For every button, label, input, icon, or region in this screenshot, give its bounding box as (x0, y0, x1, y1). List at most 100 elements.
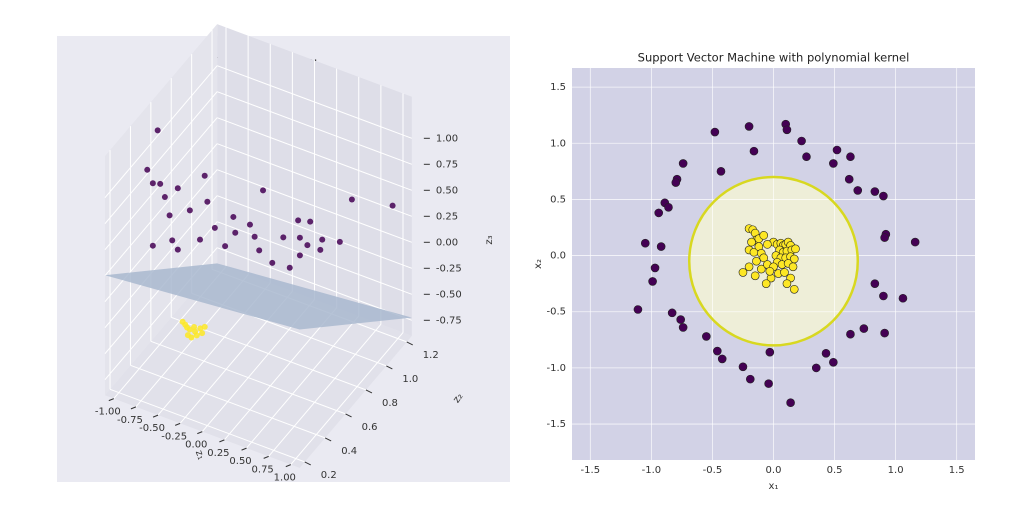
point (759, 253, 769, 263)
x-tick-label: 0.00 (185, 440, 207, 451)
decision-boundary (687, 175, 860, 347)
point-3d (188, 334, 195, 341)
point (788, 262, 798, 272)
point (880, 233, 889, 242)
point (789, 284, 799, 294)
point-3d (246, 221, 253, 228)
point (797, 136, 806, 146)
x-tick-label: 1.5 (949, 465, 965, 476)
tick-mark (345, 413, 352, 418)
tick-mark (365, 389, 373, 394)
separating-plane (104, 263, 412, 330)
point (782, 125, 792, 135)
grid-line (216, 169, 413, 243)
grid-line (104, 195, 218, 329)
grid-line (150, 340, 346, 415)
y-tick-label: 0.8 (382, 398, 398, 409)
point-3d (389, 202, 396, 209)
point-3d (157, 180, 164, 187)
y-tick-label: 0.2 (321, 470, 337, 481)
point (738, 362, 748, 372)
point (763, 240, 772, 249)
x-tick-label: 0.75 (252, 464, 274, 475)
point (898, 293, 908, 303)
point-3d (260, 187, 267, 194)
tick-mark (324, 437, 332, 442)
point-3d (166, 212, 173, 219)
point-3d (336, 238, 343, 245)
chart-title: Support Vector Machine with polynomial k… (638, 51, 910, 65)
tick-mark (241, 447, 247, 451)
point (802, 152, 811, 162)
point (879, 191, 888, 201)
y-tick-label: 1.0 (402, 374, 418, 385)
x-tick-label: -0.50 (139, 423, 165, 434)
x-tick-label: 0.5 (827, 465, 843, 476)
z-tick-label: 0.00 (436, 237, 458, 248)
point-3d (211, 224, 218, 231)
point (749, 146, 759, 156)
point (750, 271, 760, 281)
point (765, 347, 775, 357)
point-3d (204, 198, 211, 205)
tick-mark (130, 406, 137, 410)
y-tick-label: 0.4 (341, 446, 357, 457)
x-tick-label: 0.0 (766, 465, 782, 476)
point (702, 332, 711, 341)
y-tick-label: -1.5 (546, 419, 566, 430)
y-axis-label: x₂ (533, 259, 544, 269)
tick-mark (406, 341, 413, 346)
point-3d (201, 172, 208, 179)
x-tick-label: 1.00 (274, 473, 296, 484)
point (844, 174, 854, 184)
point (846, 152, 855, 162)
grid-line (104, 143, 218, 277)
point (859, 324, 869, 333)
tick-mark (304, 461, 311, 466)
tick-mark (285, 464, 291, 468)
grid-line (216, 91, 413, 165)
grid-line (224, 307, 338, 441)
point (756, 264, 766, 274)
point (648, 277, 657, 286)
point-3d (154, 127, 161, 134)
point (811, 363, 821, 373)
point-3d (199, 330, 206, 337)
point (650, 263, 660, 273)
point (765, 267, 775, 276)
point-3d (191, 324, 198, 331)
point (782, 279, 792, 288)
point (656, 242, 666, 251)
point-3d (169, 237, 176, 244)
point (829, 159, 838, 168)
x-tick-label: -0.25 (161, 431, 187, 442)
grid-line (130, 364, 326, 439)
z-tick-label: 0.75 (436, 159, 458, 170)
point-3d (251, 233, 258, 240)
point-3d (179, 318, 186, 325)
point (791, 244, 800, 254)
plot-content (572, 68, 975, 460)
point (759, 231, 769, 240)
point (738, 268, 748, 277)
point-3d (280, 234, 287, 241)
point-3d (295, 217, 302, 224)
point (745, 374, 755, 384)
grid-line (216, 117, 413, 191)
point-3d (307, 218, 314, 225)
point-3d (197, 236, 204, 243)
tick-mark (197, 431, 203, 435)
point (676, 315, 685, 324)
grid-line (216, 65, 413, 139)
point (671, 178, 681, 187)
point (667, 308, 677, 318)
y-tick-label: 0.6 (362, 422, 378, 433)
z-tick-label: -0.50 (436, 289, 462, 300)
point-3d (193, 332, 200, 339)
grid-line (246, 315, 360, 449)
point (853, 186, 863, 195)
grid-line (216, 247, 413, 321)
point-3d (232, 229, 239, 236)
